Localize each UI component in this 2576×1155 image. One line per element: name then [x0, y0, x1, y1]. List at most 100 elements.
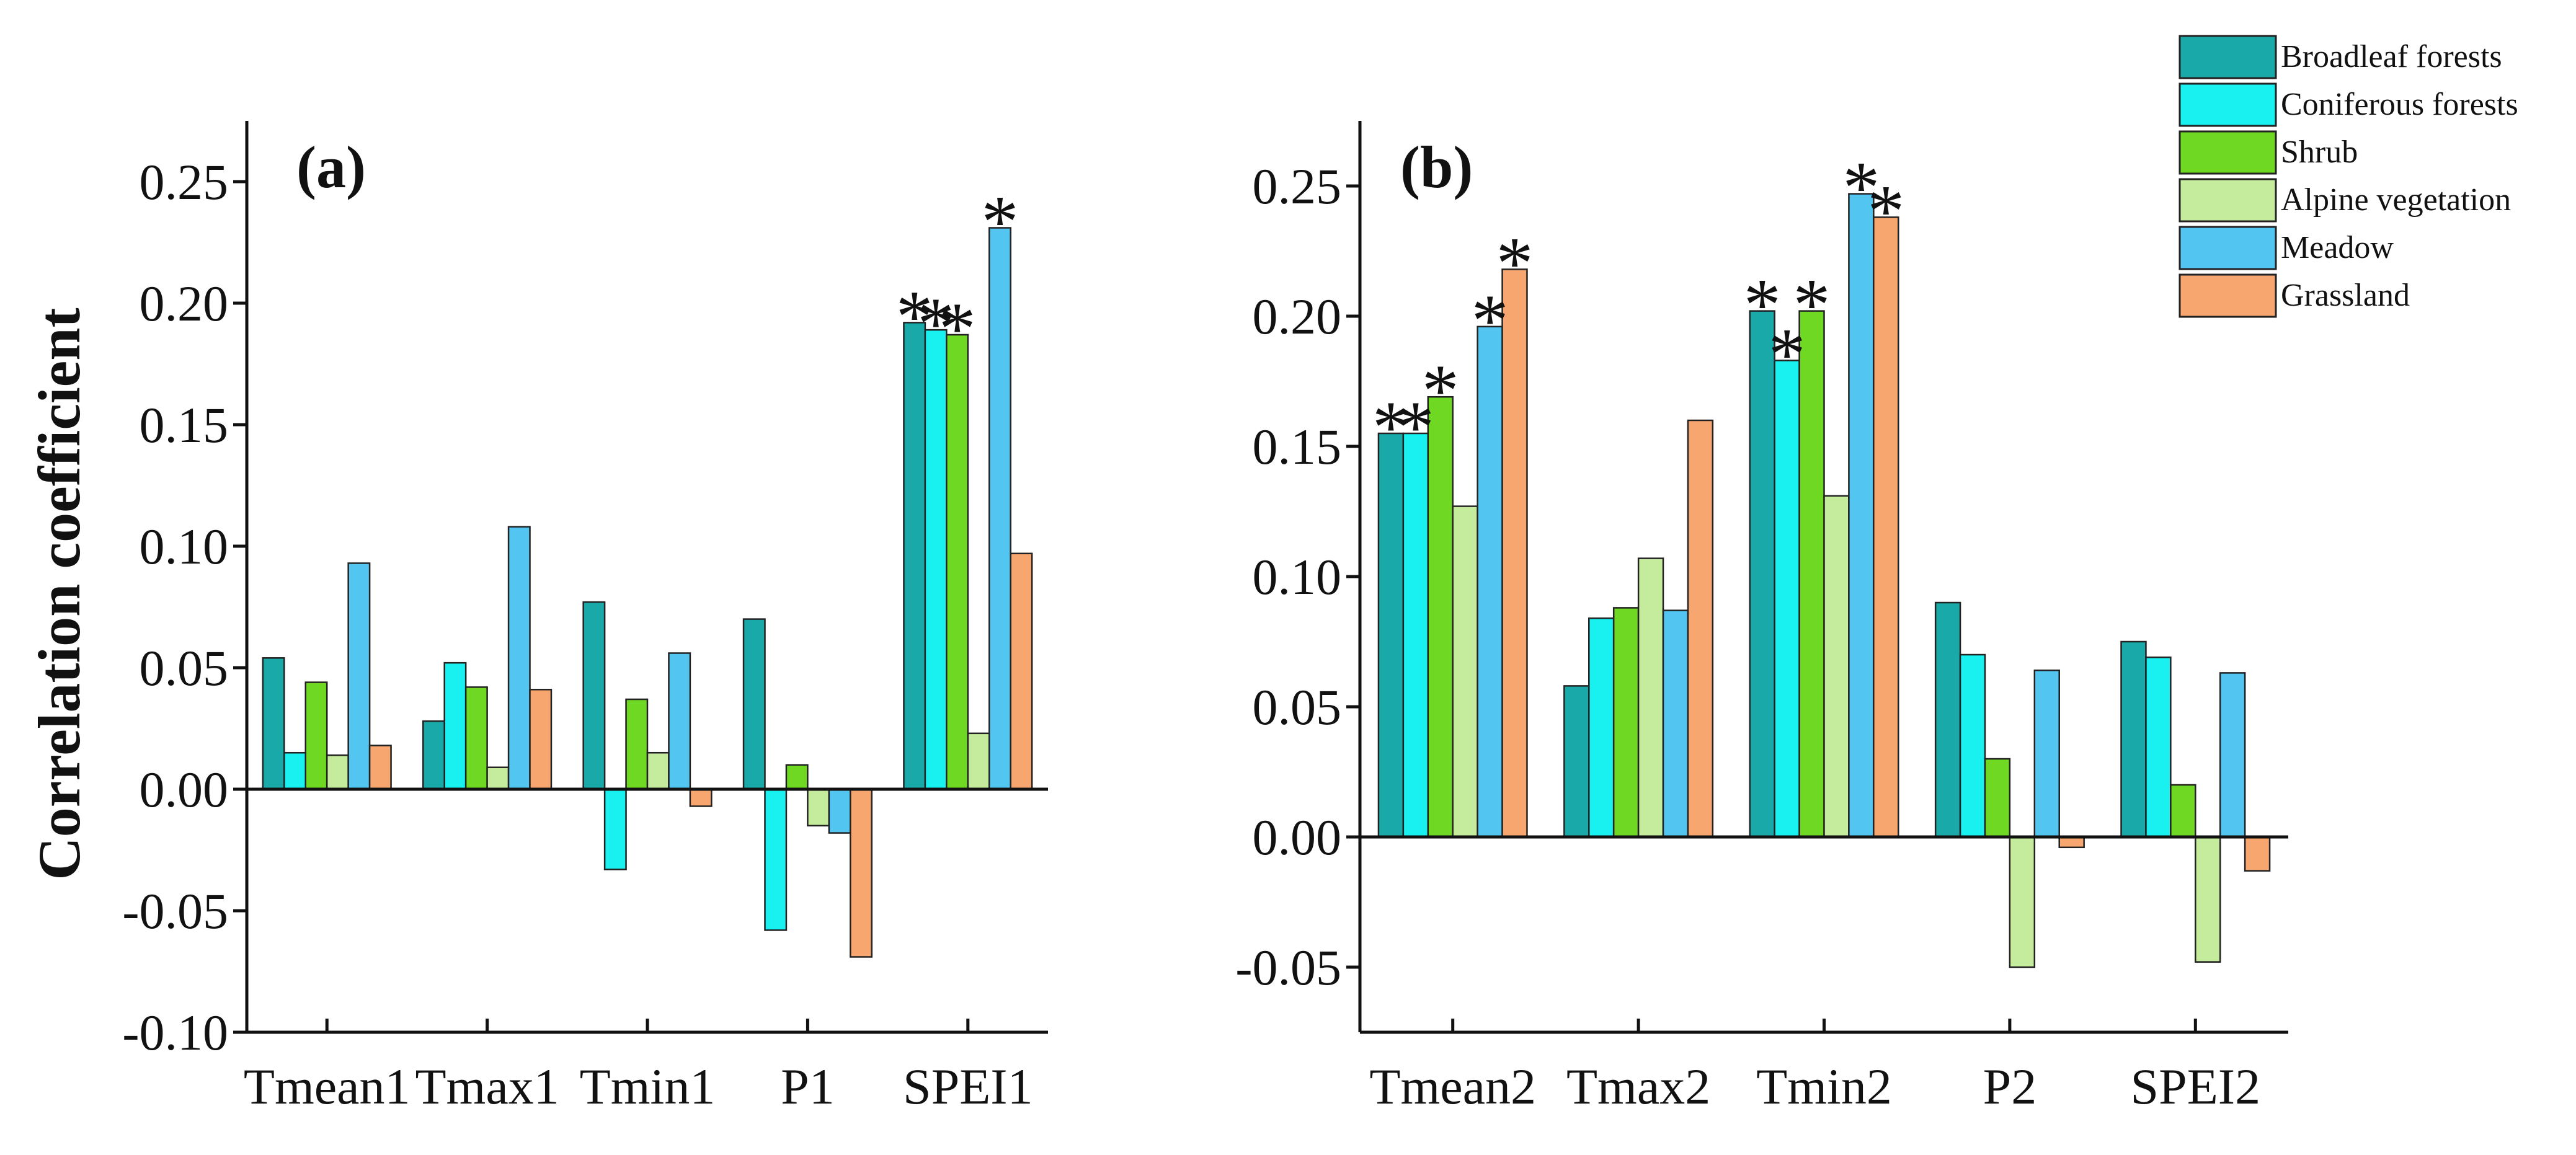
significance-star-spei1-shrub: *	[939, 287, 976, 370]
bar-spei2-meadow	[2219, 672, 2246, 838]
significance-star-tmean2-coniferous-forests: *	[1397, 386, 1434, 468]
bar-p2-meadow	[2033, 669, 2060, 838]
bar-tmax2-broadleaf-forests	[1563, 685, 1590, 838]
bar-spei2-broadleaf-forests	[2120, 640, 2147, 838]
legend-swatch-broadleaf-forests	[2178, 35, 2277, 79]
bar-spei2-shrub	[2170, 784, 2196, 838]
panel-a-y-tick-label: 0.20	[140, 275, 229, 332]
panel-b: (b) -0.050.000.050.100.150.200.25 ******…	[1235, 121, 2288, 1115]
bar-tmax2-shrub	[1612, 607, 1640, 838]
bar-tmin2-shrub	[1798, 310, 1825, 838]
bar-tmax1-meadow	[507, 526, 531, 790]
bar-spei2-alpine-vegetation	[2195, 836, 2221, 963]
bar-tmean2-alpine-vegetation	[1452, 505, 1478, 838]
bar-spei1-meadow	[988, 227, 1011, 790]
panel-b-label: (b)	[1400, 134, 1473, 200]
bar-tmax2-meadow	[1662, 609, 1689, 838]
panel-b-y-tick-label: 0.10	[1253, 549, 1342, 605]
panel-a-y-ticks: -0.10 -0.05 0.00 0.05 0.10 0.15 0.20 0.25	[122, 154, 247, 1061]
panel-a-label: (a)	[296, 134, 366, 200]
bar-tmin2-coniferous-forests	[1774, 360, 1800, 838]
legend-swatch-alpine-vegetation	[2178, 178, 2277, 223]
bar-p1-grassland	[850, 788, 873, 958]
bar-spei1-broadleaf-forests	[903, 322, 926, 790]
significance-star-spei1-meadow: *	[981, 180, 1018, 262]
panel-b-y-tick-label: 0.00	[1253, 809, 1342, 865]
bar-p1-coniferous-forests	[764, 788, 788, 931]
bar-p2-grassland	[2058, 836, 2085, 849]
legend-label-broadleaf-forests: Broadleaf forests	[2281, 39, 2502, 74]
legend-swatch-coniferous-forests	[2178, 82, 2277, 127]
bar-tmin2-meadow	[1848, 193, 1875, 838]
bar-spei1-alpine-vegetation	[967, 732, 990, 790]
panel-b-y-tick-label: 0.20	[1253, 288, 1342, 345]
significance-star-tmean2-meadow: *	[1472, 279, 1509, 361]
legend-label-meadow: Meadow	[2281, 230, 2394, 265]
legend-label-alpine-vegetation: Alpine vegetation	[2281, 182, 2511, 218]
bar-tmean1-alpine-vegetation	[326, 754, 349, 790]
bar-spei2-grassland	[2244, 836, 2271, 872]
panel-a-y-tick-label: 0.05	[140, 640, 229, 696]
bar-tmin1-shrub	[625, 698, 649, 790]
panel-b-bars	[1377, 193, 2271, 968]
category-label-tmean2: Tmean2	[1369, 1058, 1536, 1115]
significance-star-spei1-coniferous-forests: *	[917, 282, 954, 365]
panel-a-y-tick-label: 0.00	[140, 761, 229, 818]
panel-b-y-tick-label: -0.05	[1235, 939, 1341, 996]
legend-swatch-grassland	[2178, 273, 2277, 318]
bar-tmax1-coniferous-forests	[443, 662, 467, 790]
panel-a-bars	[262, 227, 1033, 958]
bar-tmax1-grassland	[529, 689, 553, 790]
bar-tmean1-grassland	[368, 745, 392, 790]
bar-tmax1-alpine-vegetation	[486, 766, 510, 790]
bar-tmean1-coniferous-forests	[283, 751, 306, 790]
panel-a: (a) -0.10 -0.05 0.00 0.05 0.10 0.15 0.20 0.25 *…	[122, 121, 1048, 1115]
panel-b-y-ticks: -0.05 0.00 0.05 0.10 0.15 0.20 0.25	[1235, 158, 1360, 996]
bar-p2-shrub	[1984, 758, 2011, 838]
panel-a-y-tick-label: 0.15	[140, 397, 229, 453]
bar-tmax2-coniferous-forests	[1588, 617, 1615, 838]
bar-spei1-shrub	[946, 334, 969, 790]
panel-a-axes	[245, 121, 1048, 1034]
bar-p1-meadow	[828, 788, 851, 834]
panel-a-category-labels: Tmean1 Tmax1 Tmin1 P1 SPEI1	[244, 1058, 1033, 1115]
category-label-tmax2: Tmax2	[1566, 1058, 1710, 1115]
category-label-tmax1: Tmax1	[415, 1058, 559, 1115]
legend-swatch-shrub	[2178, 130, 2277, 175]
bar-tmax1-shrub	[464, 686, 488, 790]
bar-tmin1-grassland	[689, 788, 713, 807]
bar-tmin1-meadow	[668, 652, 691, 790]
bar-p1-broadleaf-forests	[742, 618, 766, 790]
significance-star-tmin2-coniferous-forests: *	[1769, 312, 1806, 395]
category-label-p2: P2	[1983, 1058, 2037, 1115]
bar-tmax2-grassland	[1687, 419, 1714, 838]
bar-tmean2-broadleaf-forests	[1377, 432, 1405, 838]
category-label-spei2: SPEI2	[2130, 1058, 2260, 1115]
significance-star-tmean2-shrub: *	[1422, 349, 1459, 431]
panel-a-significance: ****	[896, 180, 1019, 369]
legend-label-coniferous-forests: Coniferous forests	[2281, 87, 2518, 122]
panel-b-axes	[1358, 121, 2288, 1034]
legend: Broadleaf forests Coniferous forests Shrub…	[2175, 29, 2572, 327]
bar-p2-broadleaf-forests	[1934, 601, 1961, 838]
legend-label-grassland: Grassland	[2281, 278, 2410, 313]
panel-b-significance: **********	[1372, 146, 1904, 468]
bar-spei2-coniferous-forests	[2145, 656, 2172, 838]
bar-p2-coniferous-forests	[1959, 653, 1986, 838]
panel-b-y-tick-label: 0.25	[1253, 158, 1342, 215]
significance-star-tmean2-grassland: *	[1496, 221, 1534, 304]
legend-swatch-meadow	[2178, 226, 2277, 270]
category-label-p1: P1	[781, 1058, 835, 1115]
panel-b-y-tick-label: 0.05	[1253, 679, 1342, 735]
bar-tmin1-coniferous-forests	[603, 788, 627, 870]
panel-b-y-tick-label: 0.15	[1253, 418, 1342, 475]
bar-tmin1-alpine-vegetation	[646, 751, 670, 790]
bar-tmean2-meadow	[1477, 325, 1503, 838]
significance-star-tmin2-broadleaf-forests: *	[1744, 263, 1781, 346]
category-label-tmin2: Tmin2	[1756, 1058, 1892, 1115]
bar-tmean1-shrub	[304, 681, 328, 790]
bar-spei1-coniferous-forests	[924, 329, 948, 790]
significance-star-tmin2-grassland: *	[1867, 169, 1904, 252]
significance-star-tmean2-broadleaf-forests: *	[1372, 386, 1410, 468]
